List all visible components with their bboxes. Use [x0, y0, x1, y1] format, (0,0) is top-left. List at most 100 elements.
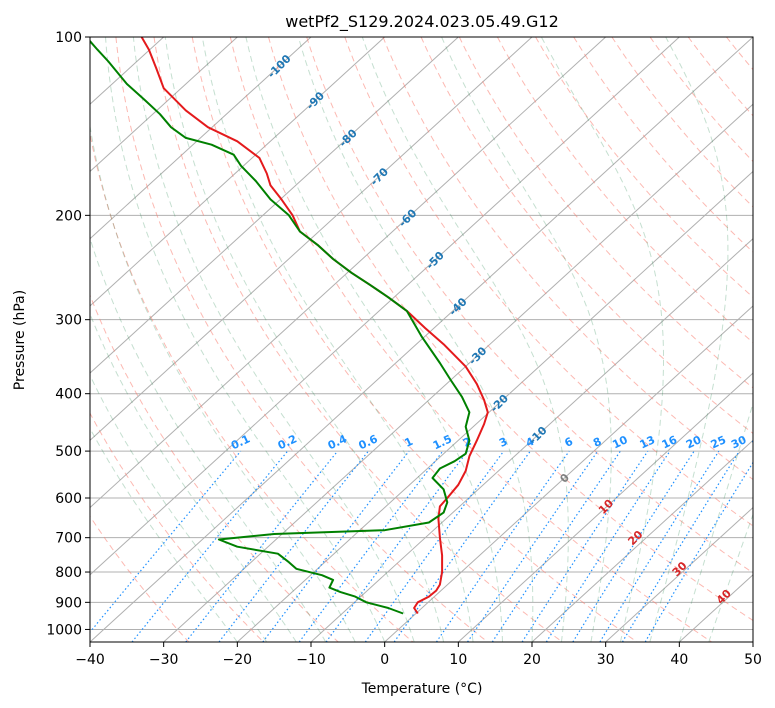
mixing-ratio-line — [621, 450, 740, 642]
mixing-ratio-label: 20 — [684, 433, 704, 451]
isotherm-line — [90, 37, 312, 240]
y-tick-label: 600 — [55, 491, 82, 507]
y-tick-label: 400 — [55, 387, 82, 403]
x-tick-label: 50 — [744, 652, 762, 668]
moist-adiabat-line — [441, 37, 612, 642]
isotherm-line — [531, 439, 753, 642]
mixing-ratio-line — [599, 450, 720, 642]
isotherm-line — [605, 506, 753, 642]
x-tick-label: 20 — [523, 652, 541, 668]
moist-adiabat-line — [201, 37, 474, 642]
dry-adiabat-line — [687, 37, 753, 117]
moist-adiabat-line — [649, 37, 729, 642]
y-tick-label: 1000 — [46, 622, 82, 638]
x-tick-label: −40 — [75, 652, 105, 668]
y-tick-label: 300 — [55, 313, 82, 329]
moist-adiabat-label: 40 — [714, 587, 734, 607]
chart-title: wetPf2_S129.2024.023.05.49.G12 — [285, 12, 559, 32]
mixing-ratio-label: 0.6 — [357, 432, 380, 452]
mixing-ratio-label: 36 — [750, 433, 770, 451]
mixing-ratio-label: 25 — [709, 433, 728, 451]
mixing-ratio-line — [545, 450, 671, 642]
moist-adiabat-line — [245, 37, 503, 642]
dry-adiabat-line — [611, 37, 753, 208]
x-tick-label: −10 — [296, 652, 326, 668]
plot-frame — [89, 36, 754, 643]
axes: −40 −30 −20 −10 0 10 20 30 40 5010020030040050060… — [46, 30, 762, 668]
isotherm-line — [163, 103, 753, 642]
y-tick-label: 100 — [55, 30, 82, 46]
dewpoint-profile-line — [90, 39, 471, 615]
x-tick-label: −20 — [223, 652, 253, 668]
mixing-ratio-line — [467, 450, 599, 642]
moist-adiabat-line — [90, 236, 327, 642]
y-tick-label: 800 — [55, 565, 82, 581]
y-axis-label: Pressure (hPa) — [12, 290, 28, 390]
isotherm-line — [236, 170, 753, 642]
mixing-ratio-label: 16 — [660, 433, 680, 451]
mixing-ratio-line — [491, 450, 621, 642]
mixing-ratio-line — [521, 450, 649, 642]
isotherm-line — [90, 37, 680, 576]
mixing-ratio-label: 1.5 — [431, 432, 454, 452]
moist-adiabat-line — [678, 401, 753, 642]
isotherm-line — [752, 641, 753, 642]
isotherm-line — [90, 37, 238, 173]
moist-adiabat-line — [297, 37, 534, 642]
moist-adiabat-line — [361, 37, 569, 642]
mixing-ratio-line — [325, 450, 468, 642]
mixing-ratio-label: 6 — [563, 435, 576, 450]
dry-adiabat-line — [115, 37, 488, 642]
isotherm-line — [90, 37, 386, 307]
x-tick-label: −30 — [149, 652, 179, 668]
dry-adiabat-line — [268, 37, 753, 622]
moist-adiabat-line — [164, 37, 445, 642]
mixing-ratio-label: 8 — [591, 435, 603, 450]
dry-adiabat-line — [90, 412, 264, 642]
mixing-ratio-label: 0.1 — [229, 432, 252, 452]
mixing-ratio-line — [185, 450, 339, 642]
y-tick-label: 700 — [55, 531, 82, 547]
dry-adiabat-line — [765, 37, 775, 642]
moist-adiabat-line — [105, 37, 386, 642]
dry-adiabat-line — [726, 37, 753, 71]
mixing-ratio-line — [435, 450, 570, 642]
dry-adiabat-line — [535, 37, 753, 298]
y-tick-label: 900 — [55, 595, 82, 611]
isotherm-line — [90, 37, 607, 509]
mixing-ratio-line — [298, 450, 444, 642]
mixing-ratio-label: 10 — [610, 433, 630, 451]
mixing-ratio-line — [393, 450, 531, 642]
moist-adiabat-line — [132, 37, 415, 642]
isotherm-line — [90, 37, 753, 642]
isotherm-line — [310, 237, 753, 642]
y-tick-label: 200 — [55, 208, 82, 224]
mixing-ratio-line — [90, 450, 242, 633]
moist-adiabat-line — [90, 123, 356, 642]
isotherm-line — [90, 37, 533, 442]
mixing-ratio-label: 0.2 — [276, 432, 299, 452]
moist-adiabat-line — [90, 427, 238, 642]
mixing-ratio-line — [262, 450, 410, 642]
dry-adiabat-line — [153, 37, 563, 642]
x-tick-label: 0 — [380, 652, 389, 668]
dry-adiabat-line — [90, 131, 414, 642]
x-tick-label: 40 — [670, 652, 688, 668]
moist-adiabat-line — [90, 312, 297, 642]
moist-adiabat-line — [540, 37, 664, 642]
x-tick-label: 30 — [597, 652, 615, 668]
mixing-ratio-line — [131, 450, 289, 642]
dry-adiabat-line — [649, 37, 753, 163]
x-tick-label: 10 — [449, 652, 467, 668]
dry-adiabat-line — [191, 37, 638, 642]
dry-adiabat-line — [458, 37, 753, 389]
mixing-ratio-label: 3 — [497, 435, 509, 450]
isotherm-line — [384, 305, 753, 642]
mixing-ratio-line — [364, 450, 505, 642]
moist-adiabat-line — [90, 374, 268, 642]
mixing-ratio-label: 13 — [638, 433, 657, 451]
mixing-ratio-label: 1 — [403, 435, 415, 450]
x-axis-label: Temperature (°C) — [361, 681, 483, 697]
temperature-profile-line — [140, 37, 489, 615]
